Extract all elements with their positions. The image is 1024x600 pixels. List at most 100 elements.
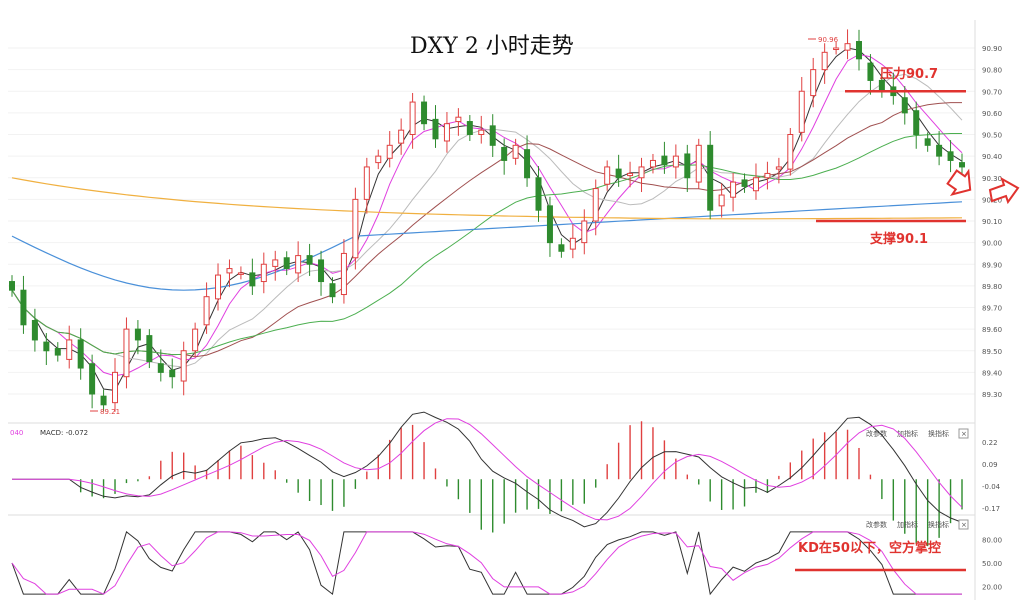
candle-body <box>112 371 119 404</box>
macd-close-button[interactable] <box>958 428 969 439</box>
candle-body <box>272 259 279 267</box>
candle-body <box>226 268 233 274</box>
candle-body <box>844 43 851 51</box>
candle-body <box>833 47 840 50</box>
candle-body <box>466 121 473 136</box>
candle-body <box>180 350 187 382</box>
candle-body <box>798 90 805 133</box>
macd-edit-params-button[interactable]: 改参数 <box>866 429 887 438</box>
candle-body <box>123 328 130 378</box>
price-tick-label: 90.30 <box>982 175 1002 183</box>
price-tick-label: 89.60 <box>982 326 1002 334</box>
price-tick-label: 90.40 <box>982 153 1002 161</box>
price-tick-label: 90.90 <box>982 45 1002 53</box>
candle-body <box>764 172 771 179</box>
ma250-line <box>11 177 963 220</box>
candle-body <box>867 62 874 81</box>
high-label: 90.96 <box>818 36 839 44</box>
moving-averages <box>11 47 963 391</box>
macd-indicator <box>12 411 963 547</box>
macd-tick-label: -0.17 <box>982 505 1000 513</box>
kd-indicator <box>11 531 962 596</box>
candle-body <box>169 369 176 378</box>
price-tick-label: 90.60 <box>982 110 1002 118</box>
candle-body <box>9 281 15 291</box>
candle-body <box>855 41 862 60</box>
kd-switch-indicator-button[interactable]: 换指标 <box>928 520 949 529</box>
candle-body <box>741 179 748 187</box>
candle-body <box>283 257 290 270</box>
price-tick-label: 89.70 <box>982 305 1002 313</box>
ma60-line <box>11 133 962 356</box>
candle-body <box>192 328 199 352</box>
price-tick-label: 89.90 <box>982 261 1002 269</box>
kd-d-line <box>11 531 962 595</box>
candle-body <box>134 328 141 341</box>
candle-body <box>386 144 393 159</box>
candle-body <box>409 101 416 135</box>
candle-body <box>157 363 164 373</box>
kd-edit-params-button[interactable]: 改参数 <box>866 520 887 529</box>
candle-body <box>649 159 656 168</box>
price-tick-label: 90.10 <box>982 218 1002 226</box>
kd-tick-label: 50.00 <box>982 560 1002 568</box>
candle-body <box>661 155 668 166</box>
candle-body <box>455 116 462 123</box>
price-tick-label: 90.70 <box>982 88 1002 96</box>
candle-body <box>604 166 611 185</box>
macd-tick-label: 0.22 <box>982 439 998 447</box>
candle-body <box>306 255 313 265</box>
candle-body <box>146 335 153 363</box>
macd-add-indicator-button[interactable]: 加指标 <box>897 429 918 438</box>
candle-body <box>20 289 27 326</box>
main-grid <box>8 47 975 395</box>
candle-body <box>31 319 38 341</box>
candle-body <box>421 101 428 125</box>
kd-close-button[interactable] <box>958 519 969 530</box>
candle-body <box>203 296 210 326</box>
candle-body <box>89 363 96 395</box>
kd-close-icon: × <box>961 521 967 529</box>
candlesticks <box>9 29 965 412</box>
candle-body <box>215 274 222 300</box>
price-tick-label: 89.40 <box>982 369 1002 377</box>
kd-add-indicator-button[interactable]: 加指标 <box>897 520 918 529</box>
candle-body <box>398 129 405 144</box>
candle-body <box>615 168 622 179</box>
price-tick-label: 90.00 <box>982 240 1002 248</box>
price-tick-label: 89.30 <box>982 391 1002 399</box>
candle-body <box>684 153 691 179</box>
kd-annotation: KD在50以下，空方掌控 <box>798 540 941 556</box>
candle-body <box>775 166 782 170</box>
candle-body <box>249 272 256 287</box>
macd-dea-line <box>12 418 963 521</box>
candle-body <box>501 146 508 161</box>
candle-body <box>478 129 485 136</box>
macd-close-icon: × <box>961 430 967 438</box>
candle-body <box>66 339 73 360</box>
candle-body <box>260 263 267 283</box>
support-label: 支撑90.1 <box>869 231 928 247</box>
candle-body <box>363 166 370 200</box>
candle-body <box>54 348 61 356</box>
macd-tick-label: -0.04 <box>982 483 1001 491</box>
candle-body <box>821 51 828 71</box>
candle-body <box>77 339 84 369</box>
candle-body <box>936 144 943 157</box>
candle-body <box>901 97 908 114</box>
macd-tick-label: 0.09 <box>982 461 998 469</box>
kd-tick-label: 20.00 <box>982 583 1002 591</box>
candle-body <box>924 138 931 146</box>
macd-dif-line <box>12 411 963 528</box>
macd-period-label: 040 <box>10 429 23 437</box>
right-arrow-icon <box>988 176 1020 205</box>
candle-body <box>627 172 634 177</box>
price-tick-label: 89.50 <box>982 348 1002 356</box>
kd-axis: 80.00 50.00 20.00 <box>982 537 1002 592</box>
candle-body <box>546 205 553 244</box>
candle-body <box>707 144 714 211</box>
macd-switch-indicator-button[interactable]: 换指标 <box>928 429 949 438</box>
candle-body <box>295 255 302 274</box>
candle-body <box>695 144 702 183</box>
